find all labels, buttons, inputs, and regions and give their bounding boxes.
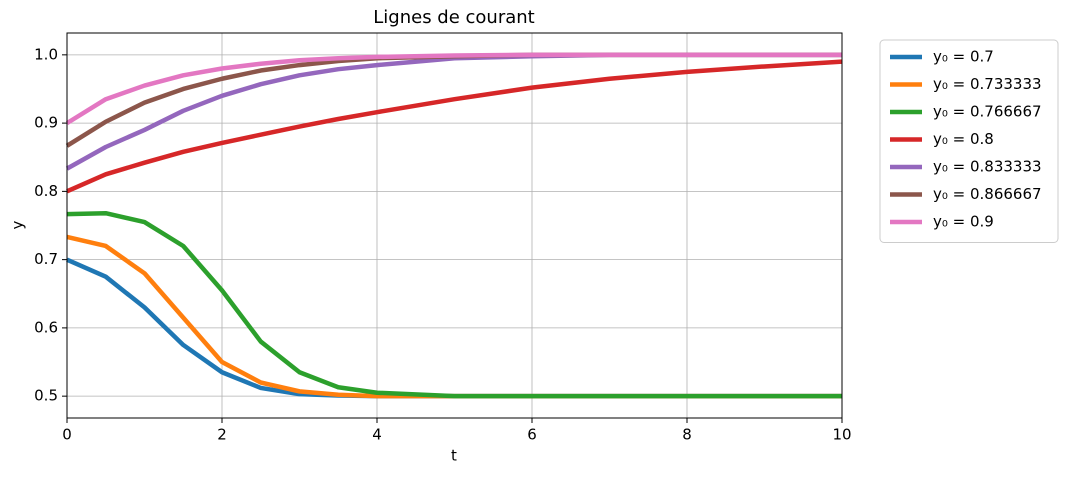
y-tick-label: 0.6 bbox=[34, 318, 58, 336]
chart-title: Lignes de courant bbox=[373, 7, 534, 28]
series-line bbox=[66, 210, 842, 399]
legend-label: y₀ = 0.833333 bbox=[933, 158, 1042, 176]
x-axis-label: t bbox=[451, 447, 457, 465]
plot-frame bbox=[66, 32, 843, 419]
series-line bbox=[66, 234, 842, 399]
y-tick-label: 0.7 bbox=[34, 250, 58, 268]
y-tick-label: 0.5 bbox=[34, 387, 58, 405]
legend-label: y₀ = 0.9 bbox=[933, 213, 994, 231]
legend-label: y₀ = 0.766667 bbox=[933, 103, 1042, 121]
y-tick-label: 0.9 bbox=[34, 114, 58, 132]
x-tick-label: 2 bbox=[217, 426, 227, 444]
legend-label: y₀ = 0.733333 bbox=[933, 75, 1042, 93]
y-tick-label: 1.0 bbox=[34, 45, 58, 63]
series-line bbox=[66, 59, 843, 194]
y-tick-label: 0.8 bbox=[34, 182, 58, 200]
y-axis-label: y bbox=[9, 220, 27, 229]
x-tick-label: 8 bbox=[682, 426, 692, 444]
legend-box bbox=[879, 39, 1059, 243]
x-tick-label: 4 bbox=[372, 426, 382, 444]
legend-label: y₀ = 0.866667 bbox=[933, 185, 1042, 203]
x-tick-label: 0 bbox=[62, 426, 72, 444]
legend-label: y₀ = 0.7 bbox=[933, 48, 994, 66]
x-tick-label: 6 bbox=[527, 426, 537, 444]
series-line bbox=[65, 52, 842, 126]
x-tick-label: 10 bbox=[832, 426, 851, 444]
legend-label: y₀ = 0.8 bbox=[933, 130, 994, 148]
